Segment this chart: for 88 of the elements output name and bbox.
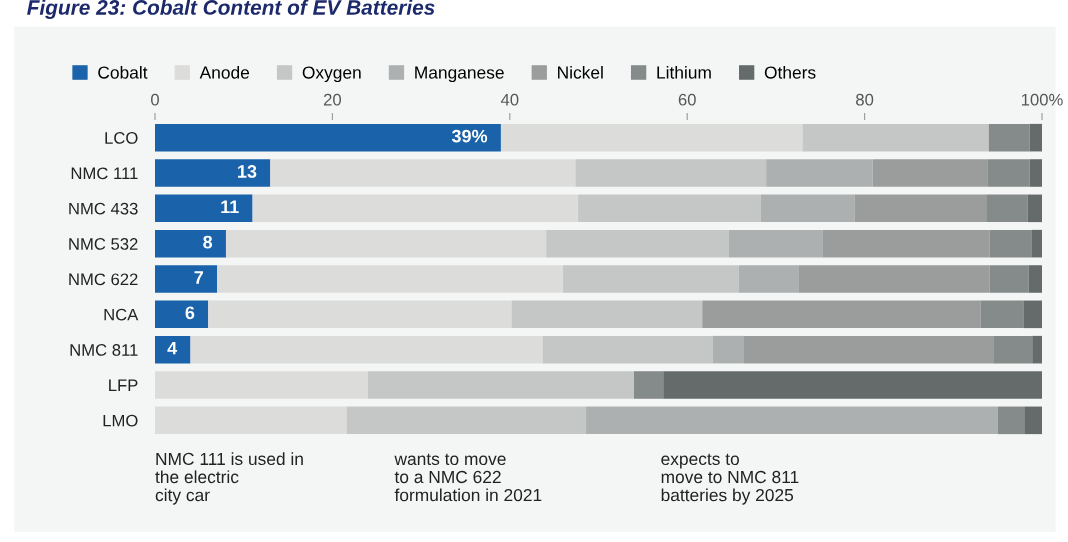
bar (766, 159, 873, 187)
bar (155, 335, 191, 364)
bar (208, 300, 512, 329)
y-tick-label: NCA (104, 308, 139, 321)
chart-title: Figure 23: Cobalt Content of EV Batteries (27, 0, 435, 19)
bar (155, 194, 253, 223)
bar (155, 406, 347, 435)
legend-label: Lithium (657, 65, 711, 79)
bar (575, 159, 767, 187)
x-tick-label: 60 (678, 93, 696, 106)
bar (822, 229, 990, 258)
bar (1024, 406, 1042, 435)
bar (712, 335, 744, 364)
y-tick-label: NMC 111 (71, 167, 138, 180)
bar (252, 194, 579, 223)
x-tick-label: 80 (856, 93, 874, 106)
bar (155, 159, 271, 187)
data-label: 11 (221, 200, 239, 213)
bar (997, 406, 1025, 435)
bar (633, 371, 664, 399)
bar (987, 194, 1028, 223)
data-label: 6 (185, 306, 195, 320)
bar (586, 406, 998, 435)
bar (367, 371, 634, 399)
bar (155, 123, 501, 152)
bar (500, 123, 803, 152)
bar (989, 265, 1029, 293)
y-tick-label: LCO (105, 132, 138, 144)
legend-label: Oxygen (302, 66, 361, 83)
bar (1027, 194, 1042, 223)
bar (225, 229, 547, 258)
bar (511, 300, 703, 329)
text: NMC 111 is used in the electric city car (155, 452, 303, 505)
bar (854, 194, 988, 223)
bar (989, 229, 1032, 258)
bar (980, 300, 1024, 329)
bar (270, 159, 576, 187)
bar (993, 335, 1033, 364)
x-tick-label: 40 (500, 93, 519, 106)
bar (578, 194, 761, 223)
legend-label: Nickel (558, 65, 603, 79)
bar (872, 159, 988, 187)
bar (663, 371, 1042, 399)
bar (1023, 300, 1042, 329)
data-label: 8 (203, 235, 213, 249)
x-tick-label: 100% (1021, 93, 1063, 106)
bar (155, 265, 218, 293)
bar (542, 335, 713, 364)
data-label: 7 (194, 271, 203, 284)
bar (702, 300, 981, 329)
data-label: 13 (238, 165, 257, 178)
bar (798, 265, 990, 293)
bar (155, 229, 226, 258)
legend-label: Cobalt (98, 65, 148, 79)
bar (1029, 159, 1042, 187)
y-tick-label: NMC 433 (69, 202, 138, 215)
bar (802, 123, 989, 152)
text: expects to move to NMC 811 batteries by 2025 (661, 453, 799, 505)
bar (346, 406, 587, 435)
y-tick-label: NMC 622 (69, 273, 138, 286)
data-label: 39% (451, 129, 488, 143)
data-label: 4 (167, 341, 178, 355)
bar (1029, 123, 1042, 152)
bar (190, 335, 543, 364)
legend-label: Others (764, 65, 816, 79)
x-tick-label: 0 (151, 93, 159, 106)
bar (738, 265, 799, 293)
legend-label: Manganese (415, 66, 504, 83)
bar (1032, 335, 1042, 364)
y-tick-label: NMC 811 (70, 344, 138, 356)
y-tick-label: NMC 532 (69, 238, 138, 250)
bar (155, 300, 209, 329)
bar (743, 335, 994, 364)
bar (728, 229, 823, 258)
bar (760, 194, 855, 223)
bar (1031, 229, 1042, 258)
legend-label: Anode (199, 65, 250, 79)
bar (1028, 265, 1042, 293)
bar (988, 123, 1030, 152)
x-tick-label: 20 (323, 93, 342, 106)
bar (217, 265, 564, 293)
text: wants to move to a NMC 622 formulation in 2021 (394, 453, 542, 502)
bar (987, 159, 1030, 187)
bar (546, 229, 729, 258)
bar (155, 371, 368, 399)
y-tick-label: LFP (109, 379, 138, 392)
bar (563, 265, 739, 293)
y-tick-label: LMO (103, 414, 138, 427)
